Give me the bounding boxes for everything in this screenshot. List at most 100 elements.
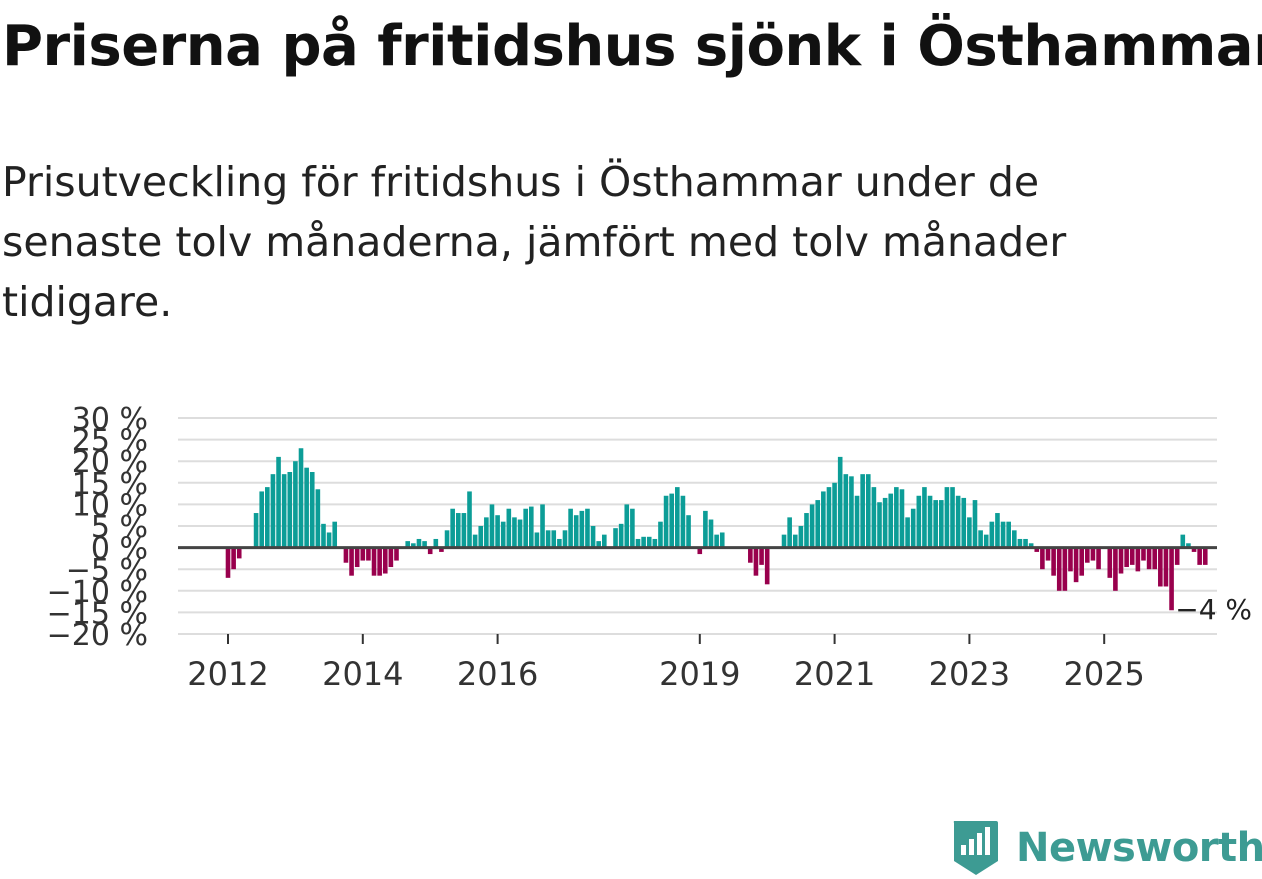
bar xyxy=(613,528,618,548)
bar xyxy=(439,547,444,552)
bar xyxy=(989,521,995,548)
x-tick-label: 2023 xyxy=(929,655,1010,693)
bar xyxy=(377,547,382,576)
x-tick-label: 2025 xyxy=(1063,655,1144,693)
bar xyxy=(309,472,315,548)
x-tick-label: 2019 xyxy=(659,655,740,693)
bar xyxy=(652,538,658,548)
y-tick-label: −20 % xyxy=(47,618,148,653)
chart-subtitle: Prisutveckling för fritidshus i Östhamma… xyxy=(2,158,1067,326)
bar xyxy=(557,538,562,548)
bar xyxy=(809,504,815,548)
bar xyxy=(315,489,321,548)
price-change-chart: 30 %25 %20 %15 %10 %5 %0 %−5 %−10 %−15 %… xyxy=(47,402,1252,693)
bar xyxy=(225,547,231,578)
bar xyxy=(753,547,759,576)
bar xyxy=(1124,547,1129,568)
bar xyxy=(630,508,635,548)
bar xyxy=(905,517,910,548)
bar xyxy=(871,487,877,548)
bar xyxy=(854,495,860,548)
y-tick-label: 20 % xyxy=(72,445,148,480)
y-tick-label: −15 % xyxy=(47,596,148,631)
bar xyxy=(1034,547,1040,552)
bar xyxy=(517,519,523,548)
y-tick-label: 10 % xyxy=(72,488,148,523)
bar xyxy=(1012,530,1017,548)
bar xyxy=(1062,547,1068,591)
bar xyxy=(927,495,933,548)
bar xyxy=(455,513,461,548)
bar xyxy=(326,532,332,548)
x-tick-label: 2021 xyxy=(794,655,875,693)
bar xyxy=(860,474,865,548)
bar xyxy=(573,515,579,548)
bar xyxy=(972,500,978,548)
bar xyxy=(1141,547,1146,561)
bar xyxy=(298,448,304,548)
bar xyxy=(1158,547,1163,587)
bar xyxy=(1146,547,1152,570)
bar xyxy=(411,543,416,548)
brand[interactable]: Newsworthy xyxy=(950,818,1262,878)
bar xyxy=(1129,547,1135,565)
bar xyxy=(545,530,551,548)
bar xyxy=(371,547,377,576)
bar xyxy=(837,456,843,548)
bar xyxy=(528,506,534,548)
bar xyxy=(478,526,484,548)
bar xyxy=(1135,547,1141,572)
bar xyxy=(792,534,798,548)
y-tick-label: 25 % xyxy=(72,424,148,459)
bar xyxy=(231,547,236,570)
bar xyxy=(1186,543,1191,548)
bar xyxy=(983,534,989,548)
bar xyxy=(422,541,427,548)
x-tick-label: 2016 xyxy=(457,655,538,693)
bar xyxy=(590,526,596,548)
bar xyxy=(394,547,399,561)
bar xyxy=(826,487,832,548)
bar xyxy=(568,508,573,548)
y-axis: 30 %25 %20 %15 %10 %5 %0 %−5 %−10 %−15 %… xyxy=(47,402,148,653)
bar xyxy=(877,502,882,548)
bar xyxy=(950,487,955,548)
newsworthy-logo-icon xyxy=(953,821,998,875)
bar xyxy=(433,538,439,548)
bar xyxy=(641,536,646,548)
bar xyxy=(585,508,590,548)
bar xyxy=(967,517,972,548)
bar xyxy=(495,515,500,548)
bar xyxy=(523,508,528,548)
bar xyxy=(764,547,770,585)
bar xyxy=(360,547,366,561)
bar xyxy=(686,515,691,548)
bar xyxy=(602,534,607,548)
bar xyxy=(281,474,287,548)
bar xyxy=(366,547,371,561)
y-tick-label: 15 % xyxy=(72,467,148,502)
bar xyxy=(635,538,641,548)
bar xyxy=(1051,547,1056,576)
bar xyxy=(1068,547,1073,572)
bar xyxy=(899,489,905,548)
y-tick-label: −5 % xyxy=(66,553,148,588)
bar xyxy=(343,547,349,563)
bar xyxy=(714,534,719,548)
bar xyxy=(405,541,411,548)
bar xyxy=(332,521,338,548)
bar xyxy=(1017,538,1023,548)
bar xyxy=(961,497,967,548)
bar xyxy=(1163,547,1169,587)
bar xyxy=(236,547,242,559)
x-axis: 2012 2014 2016 2019 2021 2023 2025 xyxy=(187,634,1145,693)
bar xyxy=(1107,547,1113,578)
bar xyxy=(579,510,585,548)
bar xyxy=(304,467,309,548)
bar xyxy=(1073,547,1079,583)
y-tick-label: 5 % xyxy=(91,510,148,545)
bar xyxy=(1045,547,1051,561)
bar xyxy=(1152,547,1158,570)
bar xyxy=(882,497,888,548)
bar xyxy=(675,487,680,548)
